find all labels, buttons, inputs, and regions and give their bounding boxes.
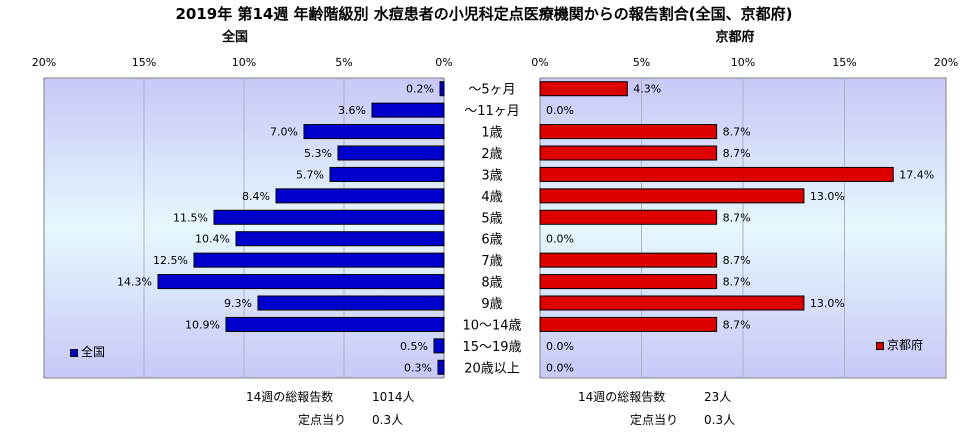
data-label-kyoto-0: 4.3%	[633, 83, 661, 96]
legend-swatch-kyoto	[876, 341, 884, 350]
data-label-kyoto-3: 8.7%	[723, 147, 751, 160]
chart-title: 2019年 第14週 年齢階級別 水痘患者の小児科定点医療機関からの報告割合(全…	[175, 5, 793, 23]
category-label-1: ～11ヶ月	[464, 104, 520, 119]
category-label-2: 1歳	[481, 126, 502, 141]
left-per-value: 0.3人	[372, 413, 404, 427]
data-label-japan-4: 5.7%	[296, 168, 324, 181]
category-label-5: 4歳	[481, 190, 502, 205]
data-label-japan-9: 14.3%	[117, 276, 152, 289]
tick-label-japan-5: 5%	[335, 56, 352, 69]
data-label-japan-5: 8.4%	[242, 190, 270, 203]
bar-kyoto-6	[539, 209, 718, 225]
left-subtitle: 全国	[221, 30, 248, 45]
bar-japan-11	[225, 316, 445, 332]
data-label-japan-6: 11.5%	[173, 211, 208, 224]
data-label-kyoto-10: 13.0%	[810, 297, 845, 310]
bar-japan-3	[337, 145, 445, 161]
bar-japan-9	[157, 274, 445, 290]
tick-label-kyoto-20: 20%	[934, 56, 958, 69]
category-label-10: 9歳	[481, 297, 502, 312]
data-label-kyoto-1: 0.0%	[546, 104, 574, 117]
left-per-label: 定点当り	[298, 413, 347, 427]
data-label-japan-11: 10.9%	[185, 318, 220, 331]
bar-kyoto-11	[539, 316, 718, 332]
legend-label-japan: 全国	[81, 345, 106, 359]
data-label-kyoto-6: 8.7%	[723, 211, 751, 224]
category-label-4: 3歳	[481, 168, 502, 183]
data-label-japan-13: 0.3%	[404, 361, 432, 374]
bar-japan-7	[235, 231, 445, 247]
tick-label-kyoto-15: 15%	[832, 56, 856, 69]
left-total-value: 1014人	[372, 390, 415, 404]
right-legend: 京都府	[876, 336, 923, 353]
right-subtitle: 京都府	[715, 30, 755, 45]
tick-label-japan-0: 0%	[435, 56, 452, 69]
bar-japan-4	[329, 166, 445, 182]
data-label-japan-12: 0.5%	[400, 340, 428, 353]
bar-kyoto-5	[539, 188, 805, 204]
bar-kyoto-9	[539, 274, 718, 290]
right-per-label: 定点当り	[630, 413, 679, 427]
bar-japan-13	[437, 359, 445, 375]
bar-japan-10	[257, 295, 445, 311]
data-label-kyoto-13: 0.0%	[546, 361, 574, 374]
bar-japan-5	[275, 188, 445, 204]
category-label-12: 15～19歳	[462, 340, 521, 355]
category-label-6: 5歳	[481, 211, 502, 226]
bar-kyoto-3	[539, 145, 718, 161]
bar-japan-12	[433, 338, 445, 354]
bar-japan-2	[303, 124, 445, 140]
tick-label-japan-10: 10%	[232, 56, 256, 69]
data-label-kyoto-7: 0.0%	[546, 233, 574, 246]
tick-label-kyoto-0: 0%	[531, 56, 548, 69]
bar-japan-1	[371, 102, 445, 118]
tick-label-kyoto-5: 5%	[633, 56, 650, 69]
data-label-kyoto-4: 17.4%	[899, 168, 934, 181]
right-total-label: 14週の総報告数	[578, 390, 666, 404]
data-label-japan-8: 12.5%	[153, 254, 188, 267]
category-label-13: 20歳以上	[464, 361, 520, 376]
data-label-japan-2: 7.0%	[270, 126, 298, 139]
right-per-value: 0.3人	[704, 413, 736, 427]
category-label-8: 7歳	[481, 254, 502, 269]
category-label-0: ～5ヶ月	[468, 83, 515, 98]
data-label-japan-0: 0.2%	[406, 83, 434, 96]
tick-label-japan-15: 15%	[132, 56, 156, 69]
bar-japan-8	[193, 252, 445, 268]
tick-label-japan-20: 20%	[32, 56, 56, 69]
data-label-japan-1: 3.6%	[338, 104, 366, 117]
data-label-kyoto-11: 8.7%	[723, 318, 751, 331]
category-label-3: 2歳	[481, 147, 502, 162]
data-label-kyoto-9: 8.7%	[723, 276, 751, 289]
legend-swatch-japan	[70, 348, 78, 357]
bar-kyoto-4	[539, 166, 894, 182]
bar-kyoto-2	[539, 124, 718, 140]
data-label-kyoto-5: 13.0%	[810, 190, 845, 203]
left-legend: 全国	[70, 343, 105, 360]
data-label-kyoto-8: 8.7%	[723, 254, 751, 267]
data-label-kyoto-2: 8.7%	[723, 126, 751, 139]
category-label-9: 8歳	[481, 276, 502, 291]
category-label-11: 10～14歳	[462, 318, 521, 333]
data-label-kyoto-12: 0.0%	[546, 340, 574, 353]
bar-kyoto-8	[539, 252, 718, 268]
legend-label-kyoto: 京都府	[887, 338, 924, 352]
bar-japan-6	[213, 209, 445, 225]
right-total-value: 23人	[704, 390, 732, 404]
bar-japan-0	[439, 81, 445, 97]
tick-label-kyoto-10: 10%	[731, 56, 755, 69]
bar-kyoto-0	[539, 81, 628, 97]
bar-kyoto-10	[539, 295, 805, 311]
category-label-7: 6歳	[481, 233, 502, 248]
left-total-label: 14週の総報告数	[246, 390, 334, 404]
data-label-japan-7: 10.4%	[195, 233, 230, 246]
data-label-japan-3: 5.3%	[304, 147, 332, 160]
data-label-japan-10: 9.3%	[224, 297, 252, 310]
